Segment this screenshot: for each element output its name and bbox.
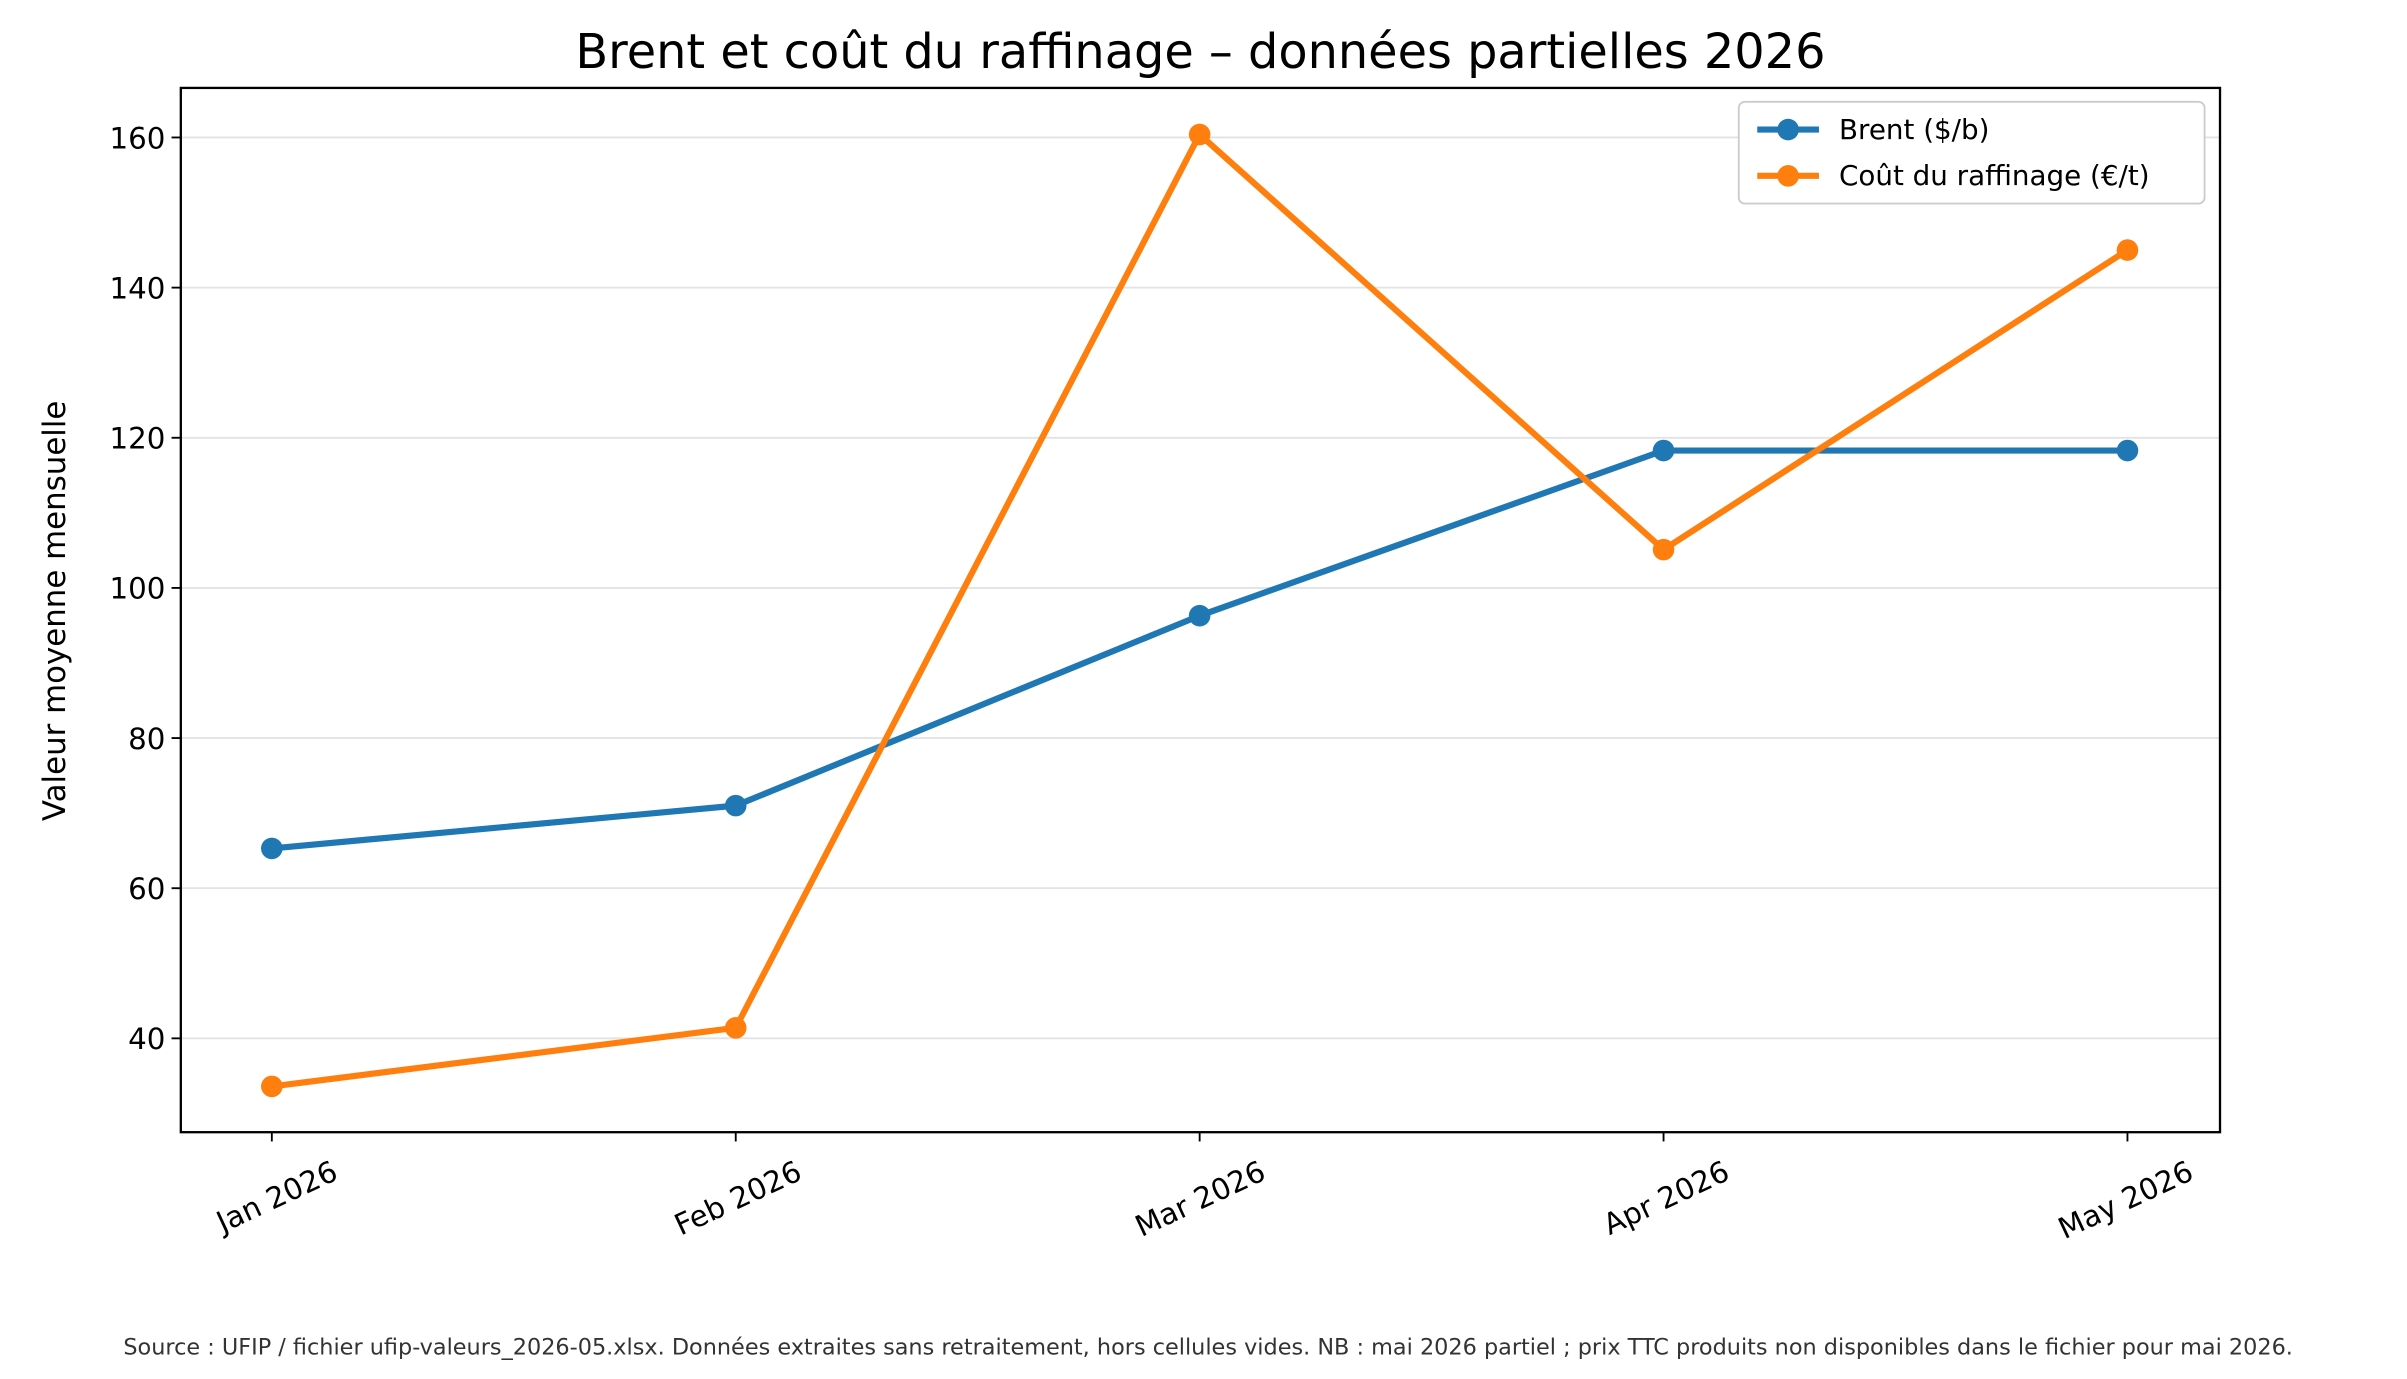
footnote: Source : UFIP / fichier ufip-valeurs_202… [123, 1334, 2293, 1360]
data-point [1188, 604, 1211, 627]
legend-marker [1777, 118, 1799, 141]
y-tick-label: 40 [128, 1022, 165, 1056]
data-point [1188, 123, 1211, 146]
y-axis-label: Valeur moyenne mensuelle [37, 401, 73, 822]
legend-label: Brent ($/b) [1839, 113, 1989, 146]
y-tick-label: 120 [109, 422, 165, 456]
legend: Brent ($/b) Coût du raffinage (€/t) [1737, 100, 2206, 205]
data-point [724, 794, 747, 817]
data-point [2116, 439, 2139, 462]
y-tick-label: 100 [109, 572, 165, 606]
plot [261, 123, 2139, 1098]
y-tick-label: 140 [109, 271, 165, 305]
data-point [2116, 239, 2139, 261]
grid [180, 136, 2221, 1040]
data-point [1652, 439, 1675, 462]
y-tick-label: 80 [128, 722, 165, 756]
data-point [1652, 538, 1675, 561]
data-point [261, 1075, 283, 1098]
data-point [724, 1017, 747, 1039]
legend-label: Coût du raffinage (€/t) [1839, 159, 2150, 192]
chart-title: Brent et coût du raffinage – données par… [575, 25, 1825, 80]
legend-marker [1777, 165, 1799, 187]
data-point [261, 837, 283, 860]
y-tick-label: 160 [109, 121, 165, 155]
y-tick-label: 60 [128, 872, 165, 906]
legend-box [1737, 100, 2206, 205]
